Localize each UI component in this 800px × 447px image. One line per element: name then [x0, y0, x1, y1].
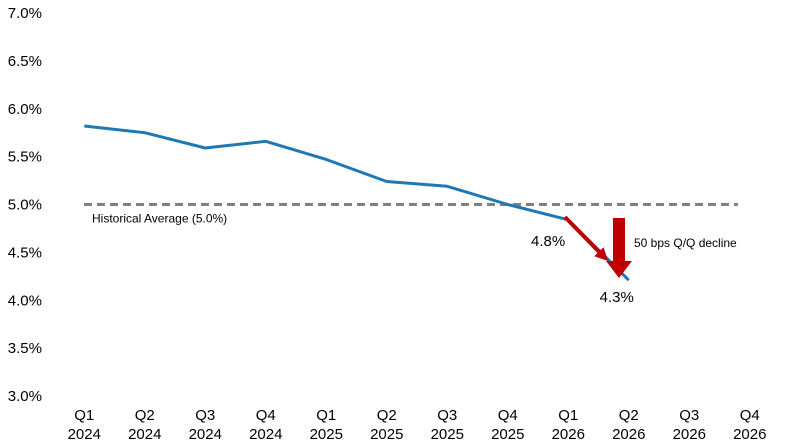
data-label-q1-2026: 4.8%: [531, 233, 565, 250]
series-group: [84, 124, 630, 282]
x-tick-label: Q4 2024: [249, 407, 282, 443]
x-tick-label: Q4 2025: [491, 407, 524, 443]
x-tick-label: Q3 2025: [431, 407, 464, 443]
x-axis-ticks: Q1 2024 Q2 2024 Q3 2024 Q4 2024 Q1 2025 Q2 2025 Q3 20…: [68, 407, 767, 443]
historical-average-reference: Historical Average (5.0%): [84, 203, 738, 226]
x-tick-label: Q2 2025: [370, 407, 403, 443]
decline-annotation: 50 bps Q/Q decline: [634, 236, 737, 250]
down-decline-arrow: [606, 218, 632, 278]
y-tick-label: 5.5%: [8, 149, 42, 166]
y-tick-label: 3.0%: [8, 388, 42, 405]
x-tick-label: Q2 2026: [612, 407, 645, 443]
x-tick-label: Q3 2026: [673, 407, 706, 443]
y-axis-ticks: 3.0% 3.5% 4.0% 4.5% 5.0% 5.5% 6.0% 6.5% 7.0%: [8, 5, 42, 405]
data-label-q2-2026: 4.3%: [600, 289, 634, 306]
y-tick-label: 3.5%: [8, 340, 42, 357]
series-line: [84, 124, 630, 282]
x-tick-label: Q1 2025: [310, 407, 343, 443]
historical-average-label: Historical Average (5.0%): [92, 212, 227, 226]
x-tick-label: Q3 2024: [189, 407, 222, 443]
diagonal-decline-arrow: [563, 215, 608, 261]
x-tick-label: Q2 2024: [128, 407, 161, 443]
y-tick-label: 7.0%: [8, 5, 42, 22]
y-tick-label: 6.0%: [8, 101, 42, 118]
y-tick-label: 4.5%: [8, 244, 42, 261]
y-tick-label: 4.0%: [8, 292, 42, 309]
annotation-group: 4.8% 4.3% 50 bps Q/Q decline: [531, 215, 737, 306]
x-tick-label: Q1 2026: [552, 407, 585, 443]
y-tick-label: 6.5%: [8, 53, 42, 70]
y-tick-label: 5.0%: [8, 197, 42, 214]
x-tick-label: Q1 2024: [68, 407, 101, 443]
x-tick-label: Q4 2026: [733, 407, 766, 443]
